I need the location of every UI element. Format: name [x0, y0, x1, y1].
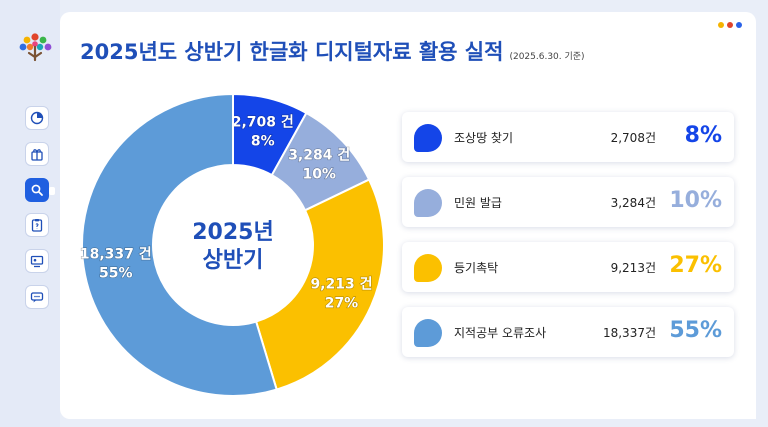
slice-percent-label-0: 8% [251, 133, 275, 149]
page-title-date: (2025.6.30. 기준) [509, 52, 585, 62]
legend-marker-icon [414, 124, 442, 152]
slice-count-label-2: 9,213 건 [310, 276, 372, 293]
main-panel: 2025년도 상반기 한글화 디지털자료 활용 실적 (2025.6.30. 기준… [60, 12, 756, 419]
legend-percent: 8% [684, 123, 722, 148]
legend-marker-icon [414, 319, 442, 347]
slice-count-label-3: 18,337 건 [80, 245, 152, 262]
window-dot-red [727, 22, 733, 28]
legend-card-2: 등기촉탁 9,213건 27% [402, 242, 734, 292]
sidebar-item-chat[interactable] [25, 285, 49, 309]
slice-count-label-1: 3,284 건 [288, 147, 350, 164]
legend-name: 등기촉탁 [454, 261, 499, 275]
donut-slice-3[interactable] [81, 92, 278, 397]
legend-percent: 10% [669, 188, 722, 213]
legend-count: 9,213건 [610, 261, 656, 275]
monitor-icon [30, 255, 44, 268]
legend-name: 민원 발급 [454, 196, 502, 210]
legend-card-1: 민원 발급 3,284건 10% [402, 177, 734, 227]
window-dot-yellow [718, 22, 724, 28]
donut-chart: 2,708 건 8% 3,284 건 10% 9,213 건 27% 18,337 건 55%… [79, 92, 385, 397]
sidebar [0, 0, 60, 427]
window-dot-blue [736, 22, 742, 28]
legend-percent: 55% [669, 318, 722, 343]
sidebar-item-monitor[interactable] [25, 249, 49, 273]
sidebar-item-search[interactable] [25, 178, 55, 202]
legend-name: 지적공부 오류조사 [454, 326, 547, 340]
legend-count: 18,337건 [602, 326, 656, 340]
slice-percent-label-3: 55% [99, 265, 133, 281]
legend-marker-icon [414, 189, 442, 217]
legend-count: 3,284건 [610, 196, 656, 210]
pie-chart-icon [30, 111, 44, 125]
donut-center-label-line1: 2025년 [192, 220, 273, 245]
sidebar-item-gift[interactable] [25, 142, 49, 166]
gift-icon [31, 149, 43, 161]
donut-center-label-line2: 상반기 [203, 248, 264, 273]
sidebar-item-dashboard[interactable] [25, 106, 49, 130]
slice-percent-label-1: 10% [302, 167, 336, 183]
legend-card-3: 지적공부 오류조사 18,337건 55% [402, 307, 734, 357]
legend-count: 2,708건 [610, 131, 656, 145]
donut-slice-2[interactable] [254, 178, 385, 391]
legend-card-0: 조상땅 찾기 2,708건 8% [402, 112, 734, 162]
legend-name: 조상땅 찾기 [454, 131, 514, 145]
legend-percent: 27% [669, 253, 722, 278]
chat-icon [30, 292, 44, 303]
search-icon [31, 184, 43, 196]
slice-count-label-0: 2,708 건 [232, 113, 294, 130]
sidebar-item-checklist[interactable] [25, 213, 49, 237]
page-title-text: 2025년도 상반기 한글화 디지털자료 활용 실적 [80, 40, 504, 64]
page-title: 2025년도 상반기 한글화 디지털자료 활용 실적 (2025.6.30. 기준… [80, 36, 585, 66]
slice-percent-label-2: 27% [325, 296, 359, 312]
window-dots [718, 22, 742, 28]
clipboard-icon [31, 219, 43, 232]
logo-icon [19, 33, 52, 62]
legend-marker-icon [414, 254, 442, 282]
